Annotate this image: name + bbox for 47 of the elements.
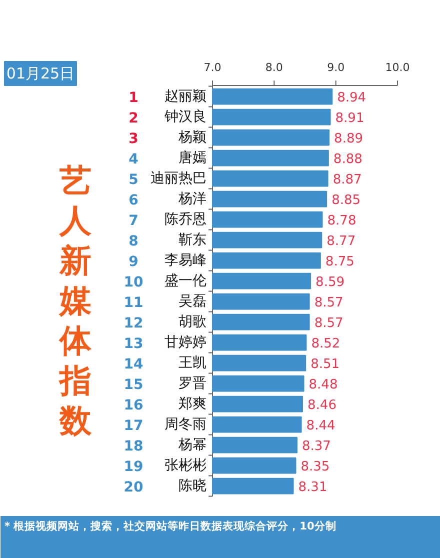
category-label: 13 甘婷婷 [124, 334, 206, 352]
category-label: 16 郑爽 [124, 396, 206, 414]
category-label: 6 杨洋 [128, 191, 206, 208]
category-label: 9 李易峰 [128, 252, 206, 270]
category-label: 15 罗晋 [124, 376, 206, 393]
data-label: 8.35 [300, 460, 330, 474]
data-label: 8.37 [302, 439, 331, 454]
x-tick-label: 9.0 [327, 61, 345, 74]
category-label: 19 张彬彬 [124, 458, 206, 475]
data-label: 8.46 [308, 398, 336, 413]
category-label: 2 钟汉良 [128, 109, 206, 126]
data-label: 8.48 [308, 378, 338, 392]
data-label: 8.85 [332, 193, 361, 208]
category-label: 5 迪丽热巴 [128, 170, 206, 188]
data-label: 8.59 [316, 275, 345, 290]
category-label: 14 王凯 [124, 355, 206, 372]
category-label: 11 吴磊 [124, 294, 206, 311]
data-label: 8.52 [311, 336, 340, 352]
data-label: 8.88 [333, 152, 362, 167]
data-label: 8.57 [314, 316, 344, 331]
text: * 根据视频网站，搜索，社交网站等昨日数据表现综合评分，10分制 [4, 520, 336, 532]
data-label: 8.87 [332, 172, 362, 188]
category-label: 3 杨颖 [128, 130, 206, 147]
data-label: 8.77 [326, 234, 356, 249]
category-label: 12 胡歌 [124, 314, 206, 332]
category-label: 4 唐嫣 [128, 150, 206, 168]
data-label: 8.78 [327, 214, 356, 228]
data-label: 8.44 [306, 418, 336, 434]
category-label: 8 靳东 [128, 232, 206, 250]
text: 01月25日 [6, 64, 75, 82]
category-label: 7 陈乔恩 [128, 212, 206, 229]
category-label: 20 陈晓 [124, 478, 206, 496]
data-label: 8.89 [334, 132, 364, 146]
category-label: 17 周冬雨 [124, 416, 206, 434]
x-tick-label: 8.0 [265, 61, 283, 74]
x-tick-label: 10.0 [385, 61, 410, 74]
category-label: 18 杨幂 [124, 437, 206, 454]
data-label: 8.91 [335, 111, 364, 126]
text: 艺人新媒体指数 [58, 162, 92, 440]
data-label: 8.75 [325, 254, 354, 270]
data-label: 8.51 [310, 357, 340, 372]
data-label: 8.31 [298, 480, 328, 495]
category-label: 10 盛一伦 [124, 273, 206, 290]
category-label: 1 赵丽颖 [128, 88, 206, 106]
data-label: 8.57 [314, 296, 344, 310]
x-tick-label: 7.0 [204, 61, 222, 74]
data-label: 8.94 [337, 90, 366, 106]
